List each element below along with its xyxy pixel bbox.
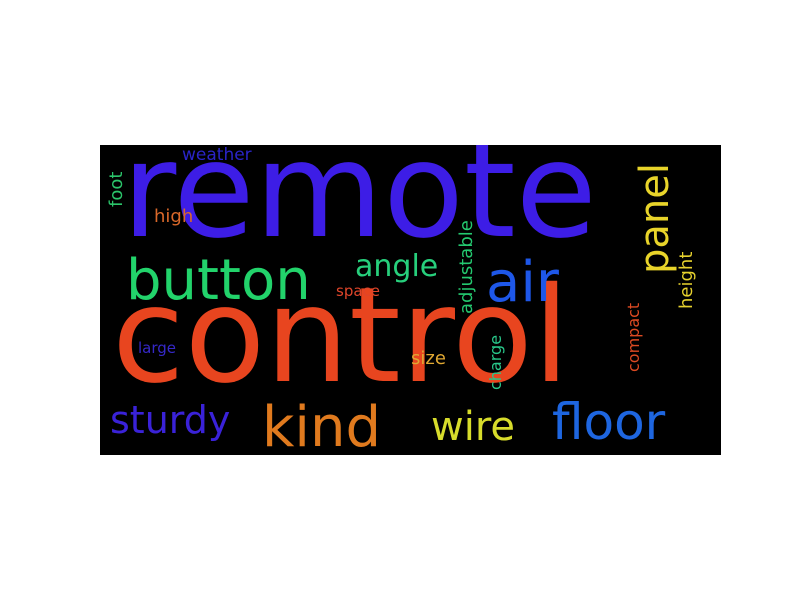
word-angle: angle — [355, 249, 439, 284]
word-air: air — [486, 250, 559, 315]
word-space: space — [336, 282, 381, 300]
word-height: height — [676, 251, 697, 309]
word-weather: weather — [182, 145, 252, 165]
word-sturdy: sturdy — [110, 398, 231, 442]
word-large: large — [138, 339, 177, 357]
word-charge: charge — [486, 334, 505, 390]
word-wire: wire — [431, 404, 516, 450]
word-control: control — [112, 259, 570, 413]
word-floor: floor — [552, 393, 666, 451]
word-kind: kind — [262, 395, 382, 456]
word-remote: remote — [122, 145, 597, 268]
word-compact: compact — [624, 302, 643, 372]
word-size: size — [411, 348, 446, 369]
word-panel: panel — [632, 163, 678, 274]
word-cloud: remote control button air angle kind flo… — [100, 145, 721, 455]
word-button: button — [126, 248, 311, 313]
word-adjustable: adjustable — [456, 220, 477, 314]
word-foot: foot — [106, 171, 127, 207]
word-high: high — [154, 206, 194, 227]
